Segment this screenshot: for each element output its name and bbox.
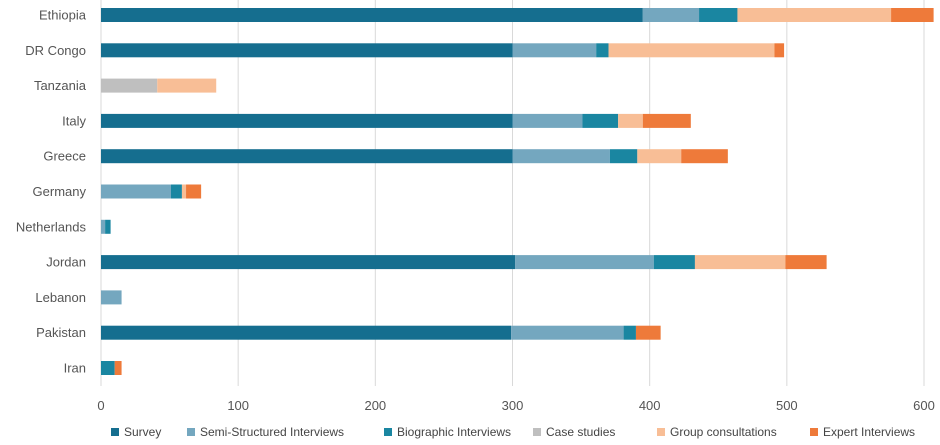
category-label: Jordan: [46, 255, 86, 270]
bar-segment: [737, 8, 892, 22]
bar-segment: [101, 184, 171, 199]
category-label: Netherlands: [16, 219, 87, 234]
legend-swatch: [111, 428, 119, 436]
legend-label: Group consultations: [670, 425, 777, 439]
bar-segment: [101, 361, 115, 375]
bar-segment: [699, 8, 738, 22]
bar-segment: [105, 219, 111, 234]
bar-segment: [101, 43, 513, 58]
bar-segment: [642, 8, 700, 22]
bar-segment: [101, 290, 122, 305]
bar-segment: [653, 255, 695, 270]
bar-segment: [891, 8, 934, 22]
category-label: Tanzania: [34, 78, 87, 93]
legend-label: Case studies: [546, 425, 615, 439]
bar-segment: [186, 184, 202, 199]
bar-segment: [511, 325, 624, 340]
bar-segment: [157, 78, 217, 93]
legend: Survey Semi-Structured Interviews Biograph…: [111, 425, 915, 439]
category-label: Pakistan: [36, 325, 86, 340]
legend-swatch: [384, 428, 392, 436]
bar-segment: [181, 184, 187, 199]
legend-label: Survey: [124, 425, 161, 439]
bar-segment: [101, 325, 512, 340]
legend-label: Expert Interviews: [823, 425, 915, 439]
x-tick-label: 500: [776, 398, 798, 413]
bar-segment: [623, 325, 636, 340]
legend-swatch: [657, 428, 665, 436]
x-tick-label: 400: [639, 398, 661, 413]
bars: [101, 8, 934, 375]
category-label: Greece: [43, 149, 86, 164]
category-label: Lebanon: [35, 290, 86, 305]
bar-segment: [635, 325, 661, 340]
bar-segment: [101, 8, 643, 22]
bar-segment: [681, 149, 728, 164]
category-label: Ethiopia: [39, 8, 87, 23]
bar-segment: [512, 149, 610, 164]
bar-segment: [101, 78, 158, 93]
bar-segment: [618, 113, 643, 128]
bar-segment: [694, 255, 786, 270]
bar-segment: [515, 255, 654, 270]
x-tick-label: 200: [364, 398, 386, 413]
bar-segment: [637, 149, 682, 164]
category-label: Germany: [33, 184, 87, 199]
x-tick-label: 600: [913, 398, 935, 413]
category-label: Italy: [62, 113, 86, 128]
bar-segment: [101, 219, 106, 234]
category-labels: Ethiopia DR Congo Tanzania Italy Greece Germa…: [16, 8, 87, 376]
category-label: DR Congo: [25, 43, 86, 58]
legend-swatch: [533, 428, 541, 436]
legend-label: Semi-Structured Interviews: [200, 425, 344, 439]
bar-segment: [512, 113, 583, 128]
bar-segment: [114, 361, 122, 375]
bar-segment: [785, 255, 827, 270]
bar-segment: [596, 43, 609, 58]
legend-label: Biographic Interviews: [397, 425, 511, 439]
grid-lines: [100, 0, 925, 386]
bar-segment: [774, 43, 785, 58]
bar-segment: [609, 149, 638, 164]
legend-swatch: [810, 428, 818, 436]
bar-segment: [101, 113, 513, 128]
bar-segment: [101, 255, 516, 270]
x-tick-label: 0: [97, 398, 104, 413]
category-label: Iran: [64, 361, 86, 376]
legend-swatch: [187, 428, 195, 436]
x-tick-label: 100: [227, 398, 249, 413]
bar-segment: [512, 43, 597, 58]
bar-segment: [608, 43, 775, 58]
x-tick-label: 300: [502, 398, 524, 413]
bar-segment: [582, 113, 619, 128]
x-axis-ticks: 0 100 200 300 400 500 600: [97, 398, 934, 413]
bar-segment: [170, 184, 182, 199]
bar-segment: [101, 149, 513, 164]
bar-segment: [642, 113, 691, 128]
